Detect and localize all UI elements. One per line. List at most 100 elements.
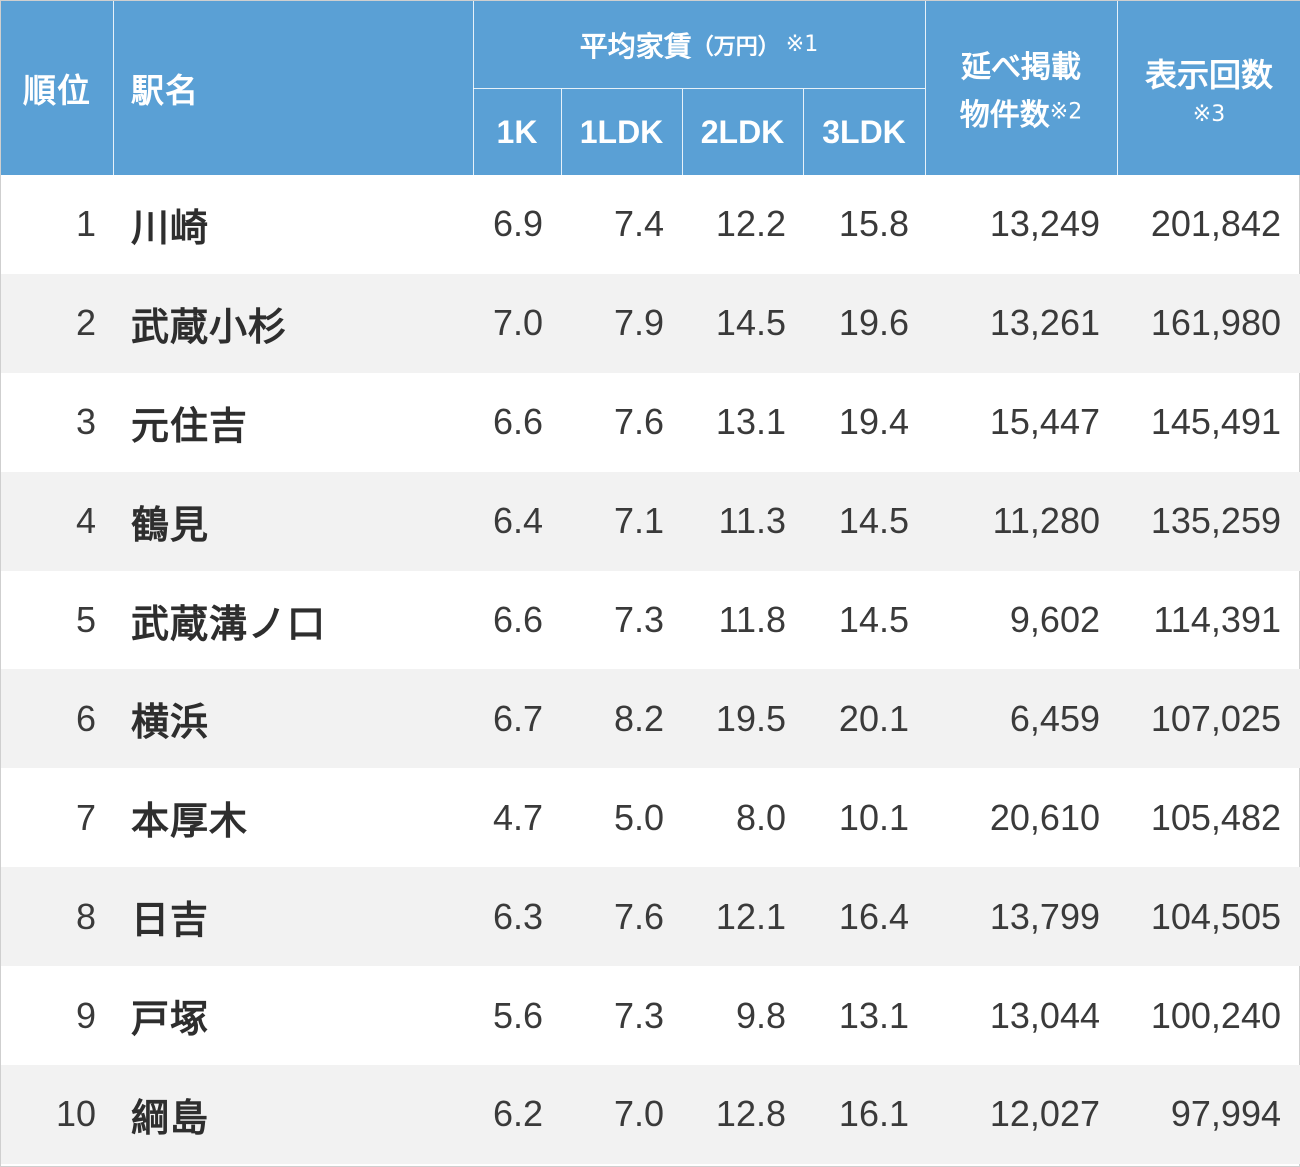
rent-2ldk-cell: 11.8 (718, 599, 786, 640)
rent-3ldk-cell: 16.1 (838, 1093, 909, 1135)
listings-cell: 11,280 (992, 500, 1100, 542)
views-cell: 105,482 (1150, 796, 1281, 838)
table-row: 3 元住吉 6.6 7.6 13.1 19.4 15,447 145,491 (1, 373, 1300, 472)
rent-2ldk-cell: 19.5 (715, 697, 786, 739)
table-row: 8 日吉 6.3 7.6 12.1 16.4 13,799 104,505 (1, 867, 1300, 967)
station-name-cell: 武蔵溝ノ口 (131, 601, 327, 646)
table-row: 5 武蔵溝ノ口 6.6 7.3 11.8 14.5 9,602 114,391 (1, 571, 1300, 670)
header-average-rent-unit: （万円） (691, 35, 780, 60)
rent-2ldk-cell: 12.1 (715, 895, 786, 937)
rent-3ldk-cell: 20.1 (838, 697, 909, 739)
rank-cell: 8 (75, 895, 96, 937)
header-views: 表示回数 ※3 (1117, 1, 1300, 175)
header-average-rent-note: ※1 (785, 32, 819, 57)
table-row: 2 武蔵小杉 7.0 7.9 14.5 19.6 13,261 161,980 (1, 273, 1300, 373)
rent-1k-cell: 5.6 (492, 994, 543, 1036)
listings-cell: 13,261 (989, 302, 1100, 344)
rent-2ldk-cell: 13.1 (715, 401, 786, 443)
station-name-cell: 日吉 (131, 898, 210, 943)
listings-cell: 13,799 (989, 895, 1100, 937)
views-cell: 100,240 (1150, 994, 1281, 1036)
listings-cell: 12,027 (989, 1093, 1100, 1135)
rent-2ldk-cell: 12.2 (715, 203, 786, 245)
header-average-rent: 平均家賃 （万円） ※1 (473, 1, 925, 89)
rank-cell: 1 (75, 203, 96, 245)
listings-cell: 20,610 (989, 796, 1100, 838)
station-name-cell: 武蔵小杉 (131, 304, 288, 349)
rent-1k-cell: 6.4 (492, 500, 543, 542)
rent-2ldk-cell: 12.8 (715, 1093, 786, 1135)
rent-1ldk-cell: 7.4 (613, 203, 664, 245)
listings-cell: 13,044 (989, 994, 1100, 1036)
rent-2ldk-cell: 14.5 (715, 302, 786, 344)
rent-1ldk-cell: 7.1 (613, 500, 664, 542)
rent-3ldk-cell: 10.1 (838, 796, 909, 838)
rent-1ldk-cell: 7.6 (613, 895, 664, 937)
header-station: 駅名 (131, 71, 199, 110)
rent-3ldk-cell: 16.4 (838, 895, 909, 937)
rent-3ldk-cell: 13.1 (838, 994, 909, 1036)
table-body: 1 川崎 6.9 7.4 12.2 15.8 13,249 201,842 2 武蔵小杉 7.0 7.… (1, 175, 1300, 1164)
rent-3ldk-cell: 14.5 (838, 599, 909, 640)
rent-3ldk-cell: 19.4 (838, 401, 909, 443)
table-row: 4 鶴見 6.4 7.1 11.3 14.5 11,280 135,259 (1, 471, 1300, 571)
header-views-note: ※3 (1192, 101, 1226, 127)
table-row: 1 川崎 6.9 7.4 12.2 15.8 13,249 201,842 (1, 175, 1300, 274)
header-listings-line1: 延べ掲載 (961, 50, 1081, 85)
rent-1k-cell: 6.2 (492, 1093, 543, 1135)
rank-cell: 3 (75, 401, 96, 443)
views-cell: 161,980 (1150, 302, 1281, 344)
rent-2ldk-cell: 9.8 (735, 994, 786, 1036)
rent-1ldk-cell: 7.6 (613, 401, 664, 443)
listings-cell: 9,602 (1009, 599, 1100, 640)
table-row: 7 本厚木 4.7 5.0 8.0 10.1 20,610 105,482 (1, 768, 1300, 867)
table-row: 9 戸塚 5.6 7.3 9.8 13.1 13,044 100,240 (1, 966, 1300, 1065)
rent-1k-cell: 6.6 (492, 599, 543, 640)
rent-1ldk-cell: 5.0 (613, 796, 664, 838)
rent-1ldk-cell: 7.0 (613, 1093, 664, 1135)
header-listings-line2-wrap: 物件数※2 (960, 90, 1082, 134)
rent-1ldk-cell: 7.3 (613, 599, 664, 640)
rent-3ldk-cell: 19.6 (838, 302, 909, 344)
rent-1k-cell: 6.7 (492, 697, 543, 739)
header-3ldk: 3LDK (822, 113, 906, 150)
rent-1k-cell: 7.0 (492, 302, 543, 344)
listings-cell: 15,447 (989, 401, 1100, 443)
station-name-cell: 本厚木 (131, 799, 249, 844)
views-cell: 201,842 (1150, 203, 1281, 245)
rent-1k-cell: 6.9 (492, 203, 543, 245)
header-listings-note: ※2 (1049, 99, 1083, 125)
header-1k: 1K (496, 113, 538, 150)
header-1ldk: 1LDK (579, 113, 664, 150)
station-name-cell: 横浜 (131, 700, 210, 745)
views-cell: 145,491 (1150, 401, 1281, 443)
rank-cell: 4 (75, 500, 96, 542)
rent-1k-cell: 4.7 (492, 796, 543, 838)
rent-1ldk-cell: 8.2 (613, 697, 664, 739)
rank-cell: 2 (75, 302, 96, 344)
rank-cell: 9 (75, 994, 96, 1036)
rent-3ldk-cell: 14.5 (838, 500, 909, 542)
views-cell: 114,391 (1153, 599, 1281, 640)
rank-cell: 6 (75, 697, 96, 739)
rank-cell: 10 (55, 1093, 96, 1135)
views-cell: 107,025 (1150, 697, 1281, 739)
rent-2ldk-cell: 11.3 (718, 500, 786, 542)
rent-1ldk-cell: 7.9 (613, 302, 664, 344)
rent-2ldk-cell: 8.0 (735, 796, 786, 838)
header-listings: 延べ掲載 物件数※2 (925, 1, 1117, 175)
station-name-cell: 川崎 (131, 205, 210, 250)
header-2ldk: 2LDK (700, 113, 785, 150)
header-rank: 順位 (23, 71, 91, 110)
rent-1ldk-cell: 7.3 (613, 994, 664, 1036)
station-name-cell: 戸塚 (131, 997, 210, 1042)
station-name-cell: 鶴見 (131, 502, 210, 547)
listings-cell: 6,459 (1009, 697, 1100, 739)
views-cell: 97,994 (1170, 1093, 1281, 1135)
rent-1k-cell: 6.6 (492, 401, 543, 443)
header-listings-line2: 物件数 (959, 98, 1050, 133)
rent-3ldk-cell: 15.8 (838, 203, 909, 245)
views-cell: 104,505 (1150, 895, 1281, 937)
table-row: 10 綱島 6.2 7.0 12.8 16.1 12,027 97,994 (1, 1065, 1300, 1164)
